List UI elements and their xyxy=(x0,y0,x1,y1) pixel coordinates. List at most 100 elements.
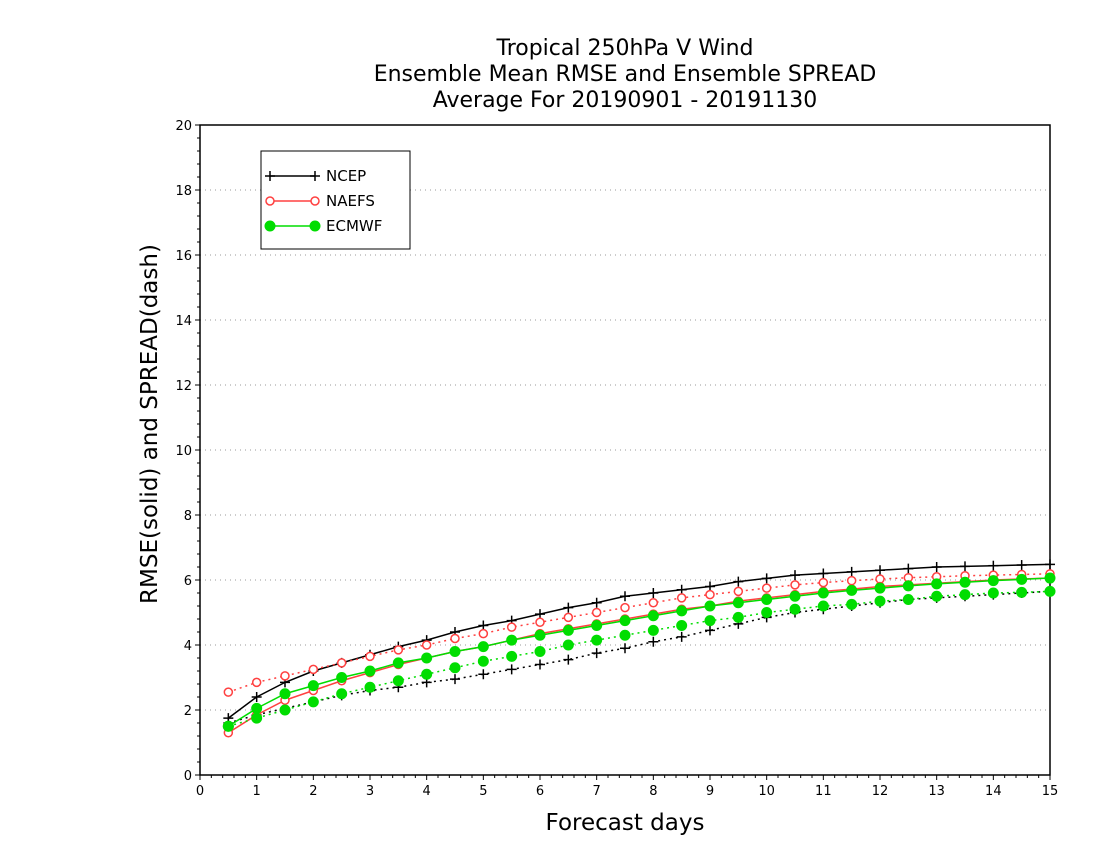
x-tick-label: 3 xyxy=(366,784,374,799)
x-tick-label: 14 xyxy=(985,784,1002,799)
ecmwf-rmse-point xyxy=(364,665,376,677)
legend-label-ncep: NCEP xyxy=(326,167,366,185)
ecmwf-rmse-point xyxy=(874,582,886,594)
ecmwf-spread-point xyxy=(1016,586,1028,598)
ecmwf-spread-point xyxy=(704,615,716,627)
ecmwf-rmse-point xyxy=(1044,572,1056,584)
naefs-spread-point xyxy=(365,651,375,662)
ecmwf-spread-point xyxy=(902,594,914,605)
ecmwf-rmse-point xyxy=(732,597,744,609)
ecmwf-rmse-point xyxy=(279,688,291,700)
ecmwf-rmse-point xyxy=(817,587,829,599)
x-tick-label: 8 xyxy=(649,784,657,799)
ecmwf-spread-point xyxy=(987,587,999,599)
naefs-spread-point xyxy=(790,580,800,590)
naefs-spread-point xyxy=(478,628,489,639)
x-tick-label: 4 xyxy=(423,784,431,799)
naefs-spread-line xyxy=(228,573,1051,693)
ecmwf-rmse-point xyxy=(987,575,999,587)
ncep-spread-line xyxy=(228,590,1051,724)
ecmwf-rmse-point xyxy=(676,605,688,617)
y-tick-label: 8 xyxy=(184,509,192,524)
ecmwf-rmse-point xyxy=(704,600,716,612)
ecmwf-rmse-point xyxy=(647,610,659,622)
ecmwf-rmse-point xyxy=(251,702,263,714)
naefs-spread-point xyxy=(761,583,772,593)
x-tick-label: 0 xyxy=(196,784,204,799)
x-tick-label: 1 xyxy=(253,784,261,799)
ecmwf-rmse-point xyxy=(619,615,631,627)
ecmwf-rmse-point xyxy=(421,652,433,664)
ecmwf-rmse-point xyxy=(562,624,574,636)
ecmwf-spread-point xyxy=(477,655,489,667)
naefs-spread-point xyxy=(620,602,630,613)
y-tick-label: 14 xyxy=(175,314,192,329)
naefs-spread-point xyxy=(336,658,347,668)
naefs-spread-point xyxy=(421,640,432,650)
ecmwf-rmse-point xyxy=(591,620,603,631)
x-tick-label: 15 xyxy=(1042,784,1059,799)
naefs-spread-point xyxy=(591,607,602,618)
y-tick-label: 6 xyxy=(184,574,192,589)
ecmwf-spread-point xyxy=(562,639,574,651)
ecmwf-rmse-point xyxy=(931,578,943,590)
ecmwf-rmse-point xyxy=(534,629,546,641)
ecmwf-spread-point xyxy=(307,696,319,708)
ncep-rmse-line xyxy=(227,563,1051,719)
x-axis-label: Forecast days xyxy=(545,810,705,836)
x-tick-label: 11 xyxy=(815,784,832,799)
ecmwf-spread-point xyxy=(364,681,376,693)
ecmwf-spread-point xyxy=(279,704,291,716)
naefs-spread-point xyxy=(648,598,659,608)
naefs-spread-point xyxy=(223,687,234,697)
ecmwf-spread-point xyxy=(959,589,971,601)
x-tick-label: 10 xyxy=(758,784,775,799)
ecmwf-spread-point xyxy=(336,688,348,700)
ecmwf-spread-point xyxy=(846,598,858,610)
ecmwf-rmse-point xyxy=(959,576,971,588)
x-tick-label: 7 xyxy=(593,784,601,799)
x-tick-label: 12 xyxy=(872,784,889,799)
ecmwf-spread-point xyxy=(931,590,943,602)
ecmwf-spread-point xyxy=(506,650,518,662)
ecmwf-rmse-point xyxy=(449,646,461,657)
naefs-spread-point xyxy=(308,664,319,675)
y-tick-label: 10 xyxy=(175,444,192,459)
ecmwf-spread-point xyxy=(251,712,263,724)
naefs-spread-point xyxy=(506,622,517,632)
ecmwf-rmse-point xyxy=(902,580,914,592)
x-tick-label: 5 xyxy=(479,784,487,799)
y-tick-label: 4 xyxy=(184,639,192,654)
ecmwf-rmse-point xyxy=(846,584,858,596)
ecmwf-spread-point xyxy=(449,662,461,674)
x-tick-label: 6 xyxy=(536,784,544,799)
ecmwf-spread-point xyxy=(676,620,688,631)
ecmwf-spread-point xyxy=(647,624,659,636)
ecmwf-spread-point xyxy=(817,600,829,612)
ecmwf-rmse-point xyxy=(222,720,234,732)
x-tick-label: 9 xyxy=(706,784,714,799)
naefs-spread-point xyxy=(393,645,404,655)
ecmwf-rmse-point xyxy=(392,657,404,669)
naefs-rmse-line xyxy=(227,577,1051,734)
ecmwf-spread-point xyxy=(619,629,631,641)
ecmwf-rmse-point xyxy=(336,672,348,683)
chart-title-line-2: Ensemble Mean RMSE and Ensemble SPREAD xyxy=(373,62,877,87)
legend-marker-ecmwf xyxy=(264,220,276,232)
ecmwf-spread-line xyxy=(228,590,1051,727)
ecmwf-spread-point xyxy=(1044,585,1056,597)
ecmwf-spread-point xyxy=(534,646,546,657)
legend-box xyxy=(260,150,411,250)
x-tick-label: 2 xyxy=(309,784,317,799)
ecmwf-rmse-point xyxy=(761,594,773,605)
legend-label-naefs: NAEFS xyxy=(326,192,375,210)
naefs-spread-point xyxy=(535,617,545,627)
y-tick-label: 18 xyxy=(175,184,192,199)
naefs-spread-point xyxy=(846,575,857,586)
legend-marker-naefs xyxy=(310,196,320,206)
chart-title-line-3: Average For 20190901 - 20191130 xyxy=(432,88,818,113)
ecmwf-rmse-line xyxy=(227,577,1051,727)
y-tick-label: 16 xyxy=(175,249,192,264)
ecmwf-spread-point xyxy=(732,611,744,623)
